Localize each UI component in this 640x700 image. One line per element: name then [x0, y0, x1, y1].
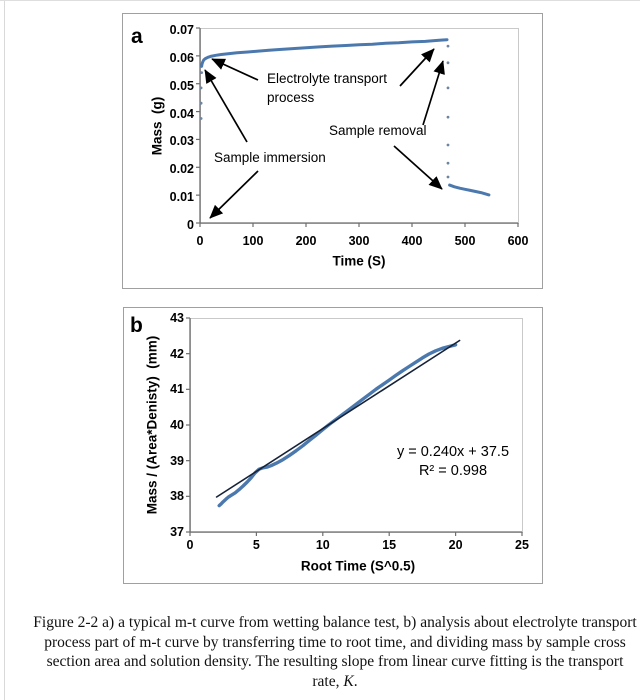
- x-tick-label-a: 300: [348, 234, 370, 248]
- fit-equation-text: y = 0.240x + 37.5: [396, 444, 510, 460]
- figure-caption: Figure 2-2 a) a typical m-t curve from w…: [0, 613, 640, 691]
- x-tick-label-a: 500: [454, 234, 476, 248]
- fit-r2-text: R² = 0.998: [418, 463, 488, 479]
- y-tick-label-b: 37: [170, 525, 184, 539]
- y-tick-label-a: 0.07: [169, 23, 194, 37]
- y-tick-label-a: 0.01: [169, 190, 194, 205]
- y-tick-label-b: 39: [170, 453, 184, 468]
- panel-b-x-axis-title: Root Time (S^0.5): [300, 558, 416, 574]
- annotation-electrolyte-line1: Electrolyte transport: [267, 71, 388, 86]
- annotation-sample-immersion: Sample immersion: [214, 150, 326, 165]
- y-tick-label-b: 41: [170, 382, 184, 397]
- y-tick-label-b: 38: [170, 489, 184, 504]
- fit-equation-box: y = 0.240x + 37.5 R² = 0.998: [374, 443, 532, 481]
- caption-line-4: rate, K.: [312, 672, 358, 690]
- x-tick-label-a: 200: [295, 234, 317, 248]
- y-tick-label-a: 0: [187, 218, 194, 232]
- panel-a-label: a: [131, 25, 143, 48]
- x-tick-label-b: 0: [186, 538, 194, 552]
- x-tick-label-a: 600: [507, 234, 529, 248]
- x-tick-label-a: 100: [242, 234, 264, 248]
- annotation-electrolyte-line2: process: [267, 90, 315, 105]
- annotation-electrolyte-transport: Electrolyte transport process: [267, 69, 387, 107]
- y-tick-label-b: 42: [170, 346, 184, 361]
- page-border-top: [0, 0, 640, 1]
- annotation-sample-removal: Sample removal: [329, 123, 427, 138]
- panel-a-x-axis-title: Time (S): [332, 253, 386, 269]
- x-tick-label-b: 20: [448, 538, 463, 552]
- y-tick-label-a: 0.06: [169, 50, 194, 65]
- panel-b-plot-area: [190, 318, 523, 533]
- x-tick-label-b: 5: [252, 538, 260, 552]
- y-tick-label-a: 0.05: [169, 78, 194, 93]
- x-tick-label-b: 15: [382, 538, 397, 552]
- x-tick-label-b: 25: [515, 538, 529, 552]
- x-tick-label-b: 10: [315, 538, 330, 552]
- y-tick-label-a: 0.04: [169, 106, 194, 121]
- caption-rate-symbol: K: [343, 672, 354, 690]
- y-tick-label-b: 43: [170, 311, 184, 325]
- x-tick-label-a: 400: [401, 234, 423, 248]
- panel-b-label: b: [130, 314, 143, 337]
- caption-line-3: section area and solution density. The r…: [46, 653, 624, 670]
- caption-line-2: process part of m-t curve by transferrin…: [44, 633, 626, 651]
- caption-line-1: Figure 2-2 a) a typical m-t curve from w…: [33, 614, 637, 631]
- y-tick-label-a: 0.03: [169, 134, 194, 149]
- x-tick-label-a: 0: [196, 234, 204, 248]
- y-tick-label-a: 0.02: [169, 162, 194, 177]
- page-border-left: [4, 0, 5, 700]
- y-tick-label-b: 40: [170, 418, 184, 432]
